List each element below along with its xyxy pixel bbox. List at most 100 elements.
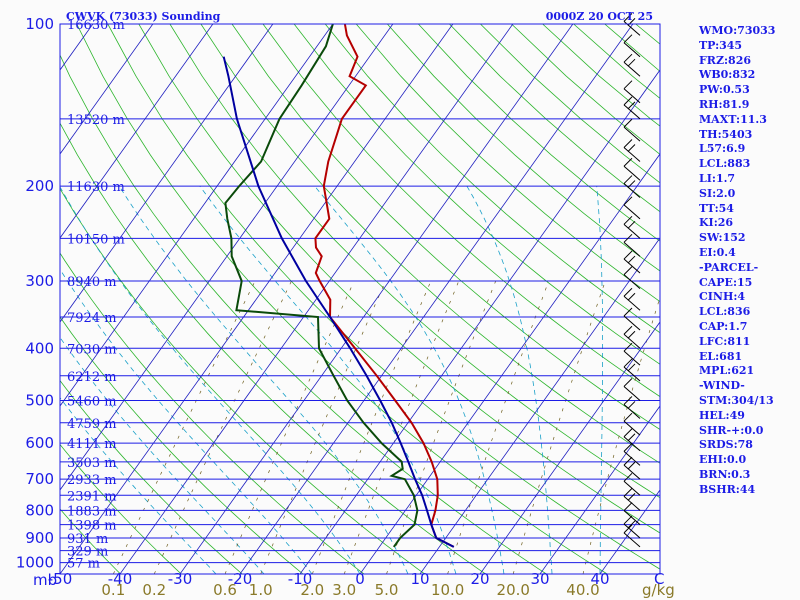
wind-barb-flag (623, 412, 633, 422)
wind-barb (623, 532, 641, 548)
wind-barb-flag (623, 443, 633, 452)
wind-barb-flag (623, 175, 633, 184)
temperature-tick-label: 40 (590, 570, 609, 588)
isotherm-line (119, 24, 514, 574)
moist-adiabat-line (118, 185, 409, 574)
wind-barb-flag (623, 139, 633, 148)
wind-barb (623, 258, 641, 274)
moist-adiabats (60, 185, 603, 574)
index-item: MPL:621 (699, 364, 755, 378)
height-label: 10150 m (67, 232, 125, 247)
wind-barb-flag (627, 401, 636, 409)
sounding-indices-panel: WMO:73033 TP:345 FRZ:826 WB0:832 PW:0.53 RH:8… (699, 24, 775, 498)
wind-barb (623, 386, 641, 401)
pressure-tick-label: 100 (25, 15, 54, 33)
height-label: 16630 m (67, 18, 125, 33)
mixing-ratio-line (311, 280, 432, 574)
wind-barb-flag (623, 524, 633, 534)
index-item: RH:81.9 (699, 97, 750, 111)
isotherm-line (60, 24, 154, 155)
wind-barb-flag (623, 307, 633, 317)
wind-barb (623, 333, 641, 349)
dry-adiabat-line (138, 24, 660, 534)
temperature-tick-label: -40 (108, 570, 133, 588)
dry-adiabat-line (60, 508, 121, 574)
moist-adiabat-line (60, 336, 265, 574)
mixing-ratio-tick-label: 0.6 (213, 581, 237, 599)
index-item: MAXT:11.3 (699, 112, 767, 126)
mixing-ratio-unit-label: g/kg (642, 581, 675, 599)
dry-adiabat-line (387, 24, 660, 272)
height-label: 3503 m (67, 456, 117, 471)
wind-barb-flag (623, 96, 633, 106)
wind-barb-flag (623, 118, 633, 128)
height-label: 7030 m (67, 342, 117, 357)
wind-barb (623, 223, 641, 239)
index-item: KI:26 (699, 216, 734, 230)
wind-barb-flag (623, 287, 633, 297)
wind-barb (623, 451, 641, 466)
wind-barb (623, 42, 641, 58)
chart-title: CWVK (73033) Sounding (66, 10, 221, 23)
wind-barb-flag (627, 292, 636, 301)
temperature-unit-label: C (654, 570, 664, 588)
wind-barb-flag (623, 13, 633, 22)
wind-barb-flag (627, 433, 636, 442)
dry-adiabat-line (60, 443, 182, 574)
mixing-ratio-tick-label: 2.0 (300, 581, 324, 599)
isotherms (60, 24, 660, 574)
mixing-ratio-tick-label: 0.1 (101, 581, 125, 599)
index-item: CAP:1.7 (699, 319, 748, 333)
pressure-tick-label: 500 (25, 391, 54, 409)
wind-barb-flag (627, 58, 636, 67)
wind-barb-flag (627, 330, 636, 339)
index-item: EHI:0.0 (699, 453, 747, 467)
isotherm-line (179, 24, 574, 574)
dry-adiabat-line (231, 24, 660, 430)
pressure-tick-label: 1000 (16, 554, 54, 572)
index-item: BSHR:44 (699, 482, 756, 496)
height-label: 7924 m (67, 311, 117, 326)
dry-adiabat-line (60, 252, 365, 574)
dry-adiabat-line (60, 54, 547, 574)
index-item: CINH:4 (699, 290, 746, 304)
pressure-tick-label: 700 (25, 470, 54, 488)
dry-adiabat-line (60, 316, 304, 574)
wind-barb (623, 510, 641, 525)
wind-barb-flag (623, 266, 633, 275)
dry-adiabat-line (60, 187, 425, 574)
mixing-ratio-line (447, 280, 550, 574)
wind-barb-flag (627, 220, 636, 229)
index-item: SI:2.0 (699, 186, 736, 200)
dry-adiabat-line (324, 24, 660, 334)
mixing-ratio-line (512, 280, 606, 574)
height-labels: 16630 m 13520 m 11630 m 10150 m 8940 m 7924 m… (67, 18, 125, 572)
dry-adiabat-line (60, 379, 243, 574)
pressure-tick-label: 300 (25, 272, 54, 290)
height-label: 4111 m (67, 437, 117, 452)
wind-barb-flag (623, 215, 633, 225)
dry-adiabat-line (293, 24, 660, 365)
isotherm-line (60, 24, 334, 407)
moist-adiabat-line (60, 268, 313, 574)
pressure-unit-label: mb (33, 571, 57, 589)
index-item: TH:5403 (699, 127, 753, 141)
height-label: 5460 m (67, 394, 117, 409)
wind-barb-flag (623, 378, 633, 387)
wind-barb (623, 350, 641, 366)
wind-barb (623, 204, 641, 220)
index-item: LCL:883 (699, 157, 751, 171)
index-item: TP:345 (699, 38, 743, 52)
moist-adiabat-line (314, 185, 505, 574)
wind-barb-flag (623, 396, 633, 405)
index-item: -WIND- (699, 379, 745, 393)
mixing-ratio-axis: 0.1 0.2 0.6 1.0 2.0 3.0 5.0 10.0 20.0 40.0 (101, 581, 599, 599)
wind-barb (623, 165, 641, 181)
wind-barb (623, 241, 641, 257)
height-label: 57 m (67, 557, 100, 572)
height-label: 6212 m (67, 370, 117, 385)
wind-barb-flag (623, 53, 633, 63)
pressure-tick-label: 900 (25, 529, 54, 547)
temperature-tick-label: 10 (410, 570, 429, 588)
index-item: WB0:832 (699, 68, 756, 82)
